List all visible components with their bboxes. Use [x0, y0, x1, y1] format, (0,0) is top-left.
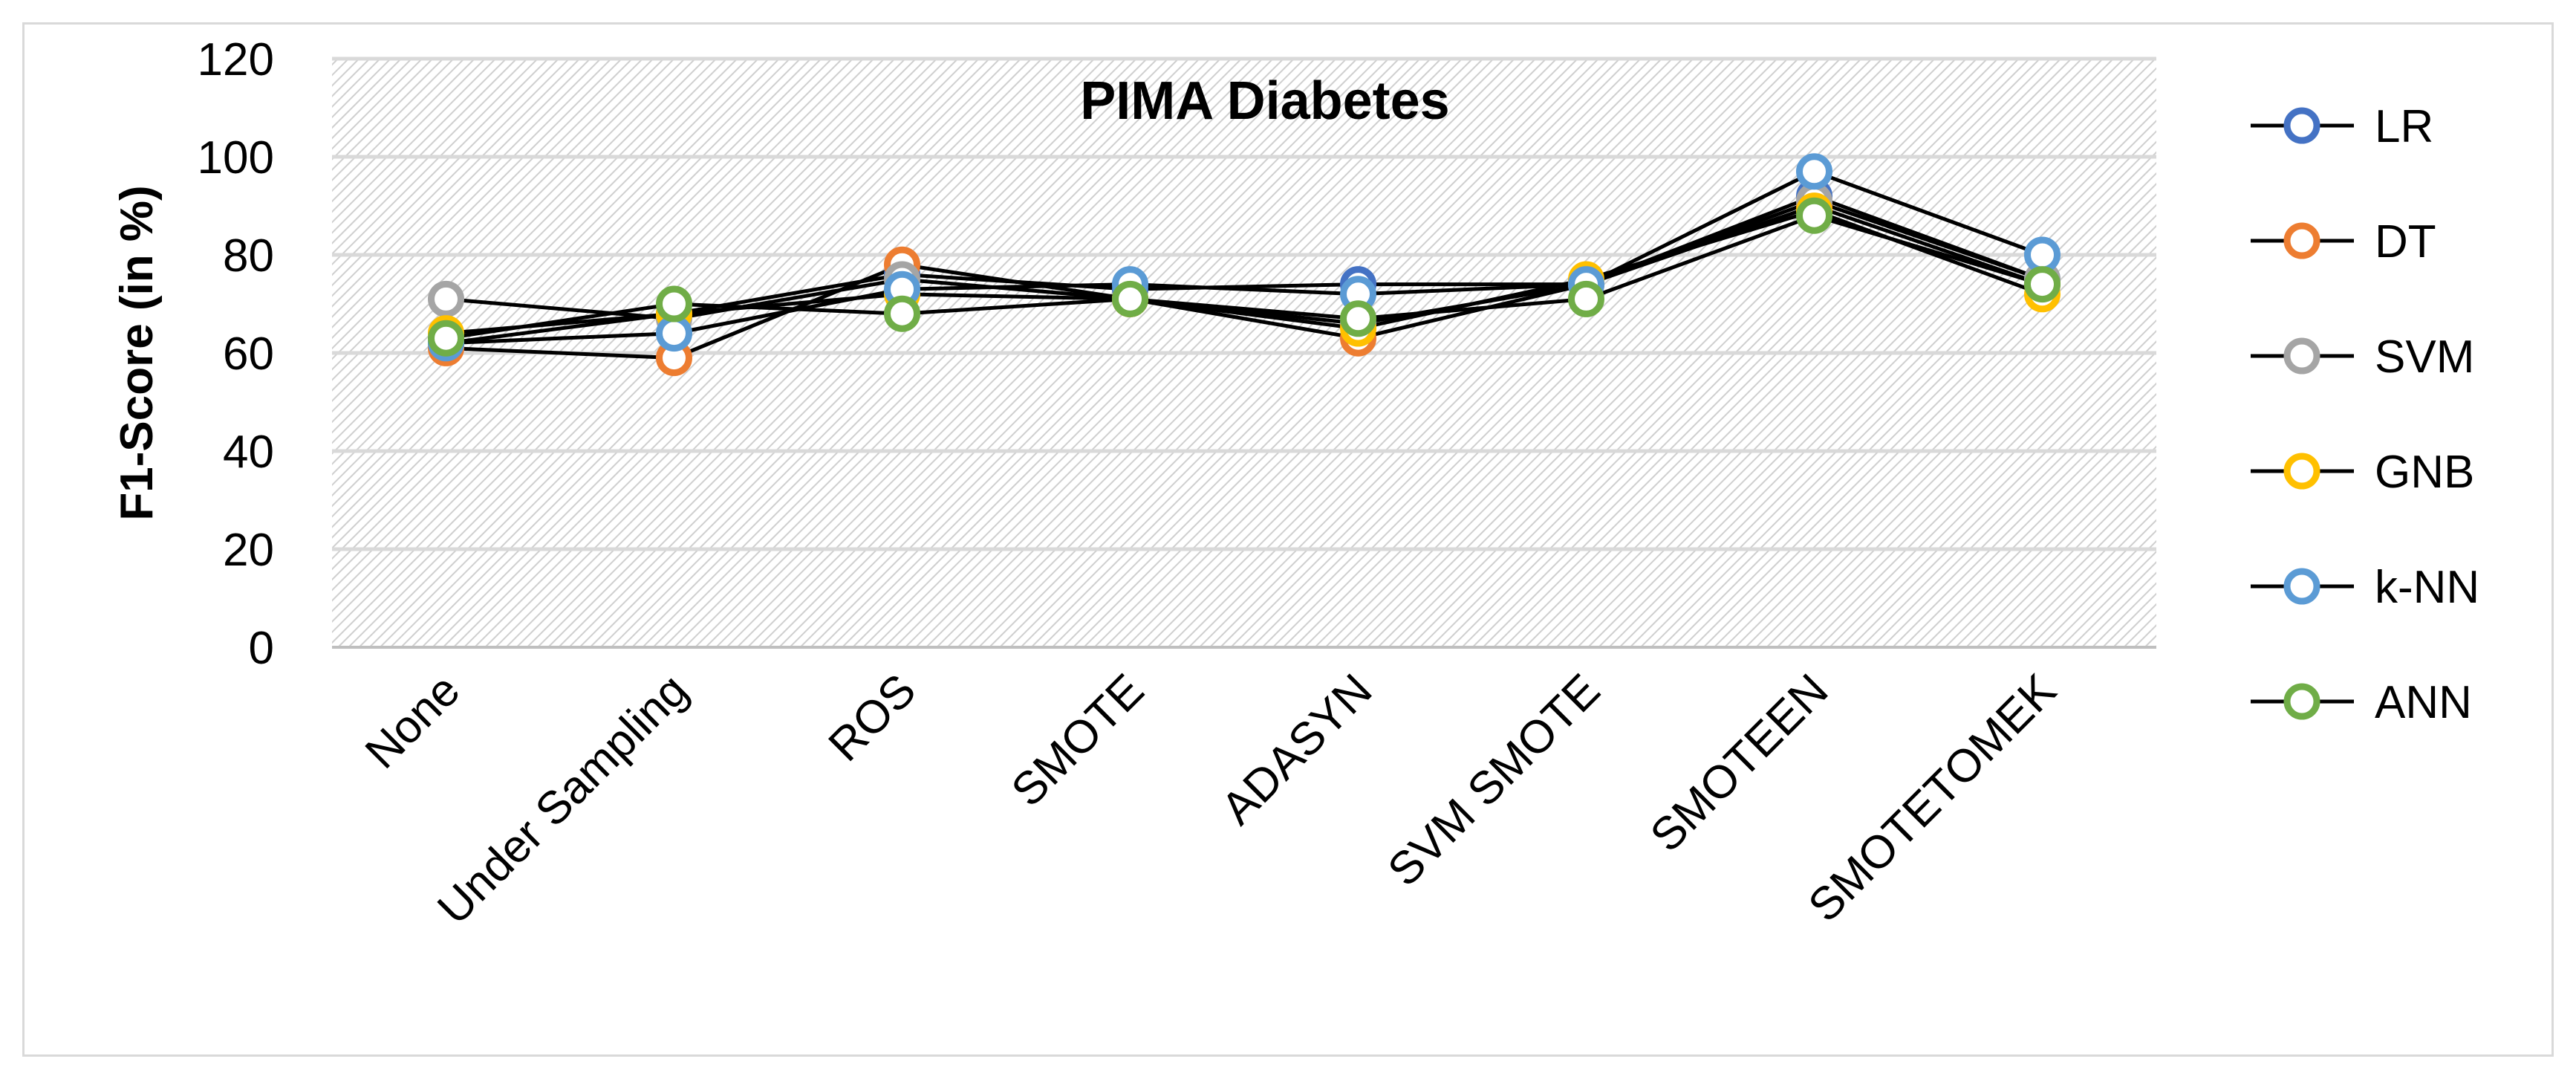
data-point-ann	[2024, 266, 2061, 303]
y-tick-label: 120	[198, 34, 274, 85]
data-point-k-nn	[656, 315, 692, 352]
y-tick-label: 40	[223, 427, 274, 478]
data-point-ann	[1340, 300, 1376, 337]
legend-marker	[2283, 107, 2320, 144]
legend-item-dt: DT	[2251, 216, 2436, 268]
data-point-ann	[1112, 280, 1148, 317]
legend-marker	[2283, 453, 2320, 490]
legend-item-lr: LR	[2251, 101, 2433, 152]
x-category-label: None	[356, 664, 470, 779]
x-category-label: SVM SMOTE	[1379, 664, 1610, 896]
y-tick-label: 60	[223, 328, 274, 380]
data-point-k-nn	[2024, 236, 2061, 273]
legend-label: ANN	[2375, 677, 2472, 728]
series-line-ann	[446, 213, 2043, 340]
legend-label: LR	[2375, 101, 2433, 152]
chart-frame: 0 20 40 60 80 100 120 None Under Sampling ROS SMO…	[22, 22, 2554, 1057]
y-tick-label: 100	[198, 132, 274, 184]
legend-item-svm: SVM	[2251, 331, 2474, 383]
y-axis-title: F1-Score (in %)	[111, 185, 163, 520]
legend-item-ann: ANN	[2251, 677, 2472, 728]
data-point-svm	[428, 280, 464, 317]
legend-label: SVM	[2375, 331, 2474, 383]
legend-marker	[2283, 683, 2320, 720]
chart-title: PIMA Diabetes	[1080, 71, 1449, 131]
series-line-dt	[446, 204, 2043, 360]
legend-item-k-nn: k-NN	[2251, 562, 2479, 613]
legend-marker	[2283, 222, 2320, 259]
x-category-label: ROS	[819, 664, 926, 771]
data-point-ann	[884, 295, 920, 332]
y-axis-ticks: 0 20 40 60 80 100 120	[198, 34, 274, 674]
gridlines	[332, 56, 2156, 649]
legend-marker	[2283, 568, 2320, 605]
data-point-ann	[1568, 280, 1604, 317]
x-category-label: Under Sampling	[428, 664, 697, 934]
x-category-label: SMOTEEN	[1641, 664, 1838, 862]
legend-marker	[2283, 337, 2320, 375]
legend-label: k-NN	[2375, 562, 2479, 613]
series-line-k-nn	[446, 169, 2043, 346]
y-tick-label: 20	[223, 525, 274, 576]
y-tick-label: 0	[249, 623, 274, 674]
x-category-label: SMOTETOMEK	[1799, 664, 2066, 932]
series-lines	[446, 169, 2043, 360]
series-line-gnb	[446, 208, 2043, 336]
legend-label: GNB	[2375, 447, 2474, 498]
y-tick-label: 80	[223, 230, 274, 282]
legend-item-gnb: GNB	[2251, 447, 2474, 498]
x-category-label: SMOTE	[1002, 664, 1154, 817]
series-markers	[428, 153, 2061, 377]
data-point-ann	[428, 320, 464, 357]
x-category-label: ADASYN	[1211, 664, 1382, 835]
data-point-ann	[1796, 197, 1832, 234]
legend-label: DT	[2375, 216, 2436, 268]
data-point-k-nn	[1796, 153, 1832, 190]
legend: LR DT SVM GNB k-NN ANN	[2251, 101, 2479, 728]
data-point-ann	[656, 285, 692, 323]
